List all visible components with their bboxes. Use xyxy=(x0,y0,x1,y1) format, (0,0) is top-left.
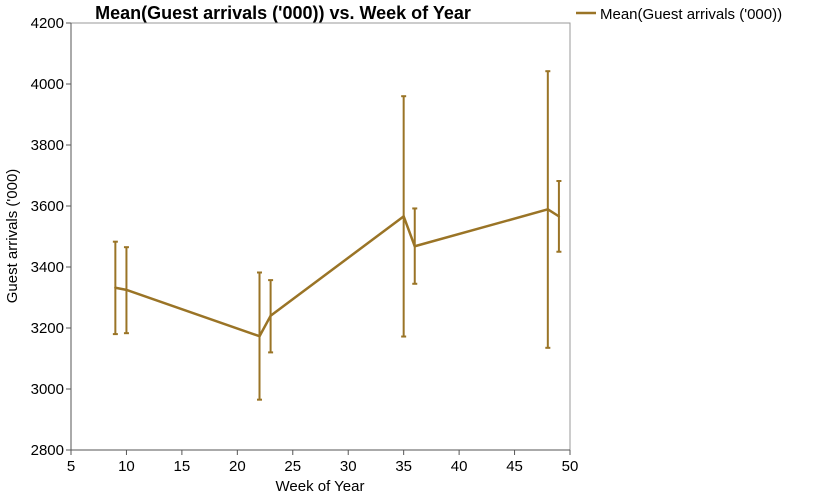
y-tick-label: 4200 xyxy=(31,15,64,32)
data-point xyxy=(258,335,261,338)
y-tick-label: 3800 xyxy=(31,137,64,154)
data-point xyxy=(413,245,416,248)
x-axis-ticks: 5 10 15 20 25 30 35 40 45 50 xyxy=(67,450,579,475)
x-tick-label: 30 xyxy=(340,458,357,475)
x-tick-label: 5 xyxy=(67,458,75,475)
chart-title: Mean(Guest arrivals ('000)) vs. Week of … xyxy=(95,3,471,23)
x-tick-label: 10 xyxy=(118,458,135,475)
y-axis-ticks: 2800 3000 3200 3400 3600 3800 4000 4200 xyxy=(31,15,71,459)
y-tick-label: 3200 xyxy=(31,320,64,337)
data-point xyxy=(125,288,128,292)
data-point xyxy=(557,215,561,218)
legend: Mean(Guest arrivals ('000)) xyxy=(576,6,782,23)
data-point xyxy=(546,208,550,211)
y-axis-label: Guest arrivals ('000) xyxy=(4,169,21,304)
y-tick-label: 2800 xyxy=(31,442,64,459)
x-tick-label: 40 xyxy=(451,458,468,475)
x-tick-label: 20 xyxy=(229,458,246,475)
x-tick-label: 50 xyxy=(562,458,579,475)
y-tick-label: 4000 xyxy=(31,76,64,93)
series-line xyxy=(115,208,560,338)
x-tick-label: 35 xyxy=(395,458,412,475)
x-tick-label: 25 xyxy=(284,458,301,475)
data-point xyxy=(269,314,272,317)
legend-entry: Mean(Guest arrivals ('000)) xyxy=(600,6,782,23)
series-layer xyxy=(112,70,562,401)
data-point xyxy=(402,215,405,218)
x-axis-label: Week of Year xyxy=(276,478,365,495)
y-tick-label: 3600 xyxy=(31,198,64,215)
plot-frame xyxy=(70,22,571,451)
data-point xyxy=(114,286,117,289)
x-tick-label: 45 xyxy=(506,458,523,475)
x-tick-label: 15 xyxy=(174,458,191,475)
y-tick-label: 3000 xyxy=(31,381,64,398)
y-tick-label: 3400 xyxy=(31,259,64,276)
